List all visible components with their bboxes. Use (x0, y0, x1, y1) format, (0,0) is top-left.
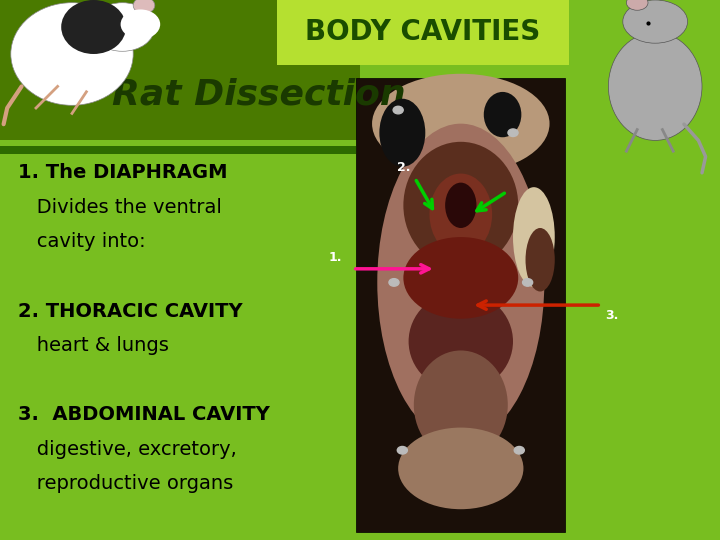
Bar (0, 146, 356, 154)
Ellipse shape (61, 0, 126, 54)
Text: 1. The DIAPHRAGM: 1. The DIAPHRAGM (18, 163, 228, 183)
Ellipse shape (513, 187, 554, 287)
Circle shape (508, 129, 518, 137)
Text: cavity into:: cavity into: (18, 232, 145, 252)
Ellipse shape (90, 3, 155, 51)
Ellipse shape (409, 292, 513, 392)
Ellipse shape (377, 124, 544, 441)
Circle shape (514, 447, 524, 454)
Text: 1.: 1. (328, 252, 342, 265)
Ellipse shape (403, 142, 518, 269)
Bar (0, 0, 360, 140)
Ellipse shape (403, 237, 518, 319)
Ellipse shape (626, 0, 648, 10)
Ellipse shape (11, 3, 133, 105)
Ellipse shape (121, 10, 161, 39)
Text: digestive, excretory,: digestive, excretory, (18, 440, 237, 459)
Ellipse shape (608, 32, 702, 140)
Text: heart & lungs: heart & lungs (18, 336, 169, 355)
Text: Rat Dissection: Rat Dissection (112, 78, 405, 111)
Circle shape (397, 447, 408, 454)
Circle shape (393, 106, 403, 114)
Bar (277, 0, 569, 65)
Ellipse shape (379, 99, 426, 167)
Ellipse shape (526, 228, 554, 292)
Ellipse shape (623, 0, 688, 43)
Ellipse shape (429, 173, 492, 255)
Text: Divides the ventral: Divides the ventral (18, 198, 222, 217)
Text: BODY CAVITIES: BODY CAVITIES (305, 18, 541, 46)
Circle shape (389, 279, 399, 286)
Text: 3.  ABDOMINAL CAVITY: 3. ABDOMINAL CAVITY (18, 405, 270, 424)
Text: reproductive organs: reproductive organs (18, 474, 233, 494)
Text: 3.: 3. (605, 309, 618, 322)
Ellipse shape (372, 74, 549, 173)
Ellipse shape (133, 0, 155, 14)
Ellipse shape (414, 350, 508, 460)
Text: 2.: 2. (397, 160, 410, 173)
Circle shape (523, 279, 533, 286)
Ellipse shape (398, 428, 523, 509)
Bar (356, 78, 565, 532)
Ellipse shape (484, 92, 521, 137)
Ellipse shape (445, 183, 477, 228)
Text: 2. THORACIC CAVITY: 2. THORACIC CAVITY (18, 301, 243, 321)
